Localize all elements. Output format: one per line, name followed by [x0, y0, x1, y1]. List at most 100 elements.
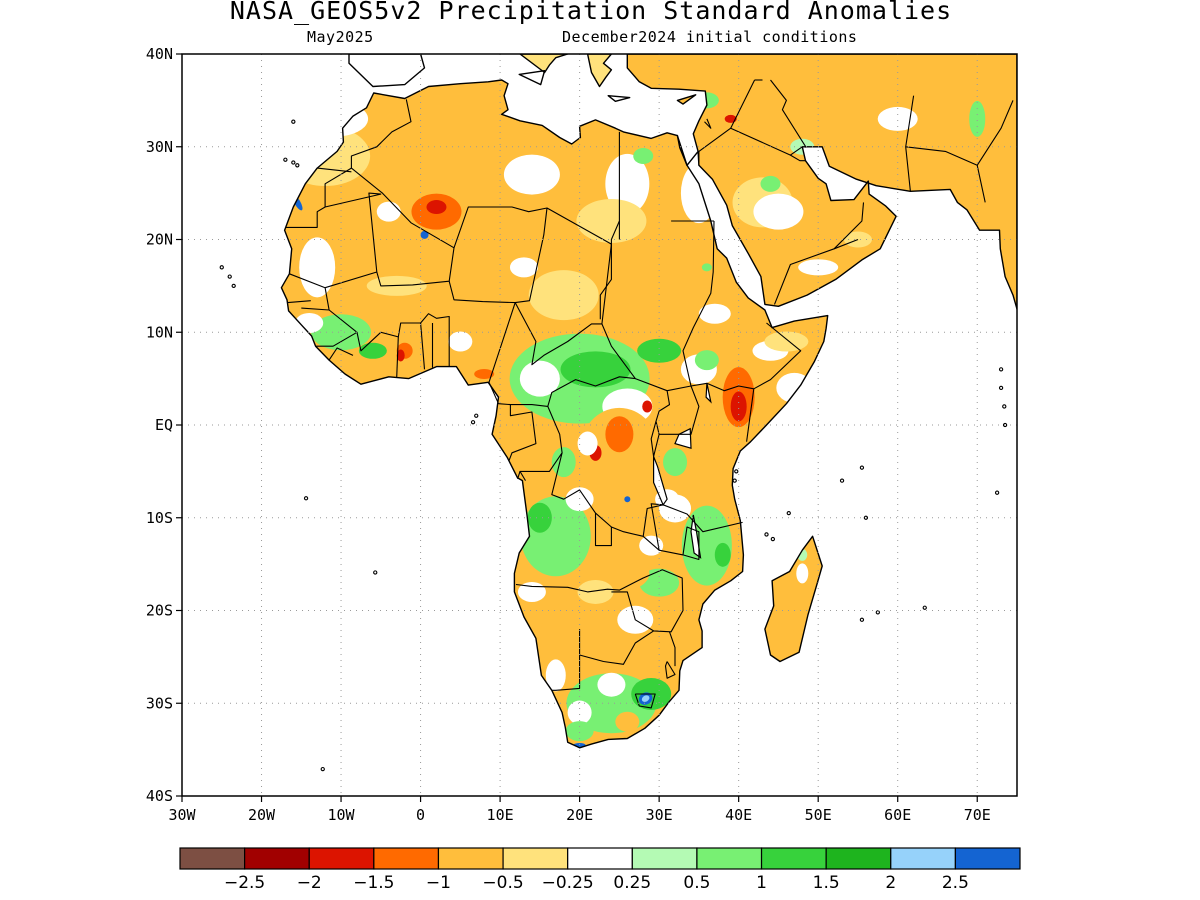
colorbar-label: 1.5: [813, 873, 840, 893]
initial-conditions: December2024 initial conditions: [562, 28, 858, 46]
border: [315, 331, 358, 347]
colorbar-label: −2: [297, 873, 322, 893]
lat-tick-label: 20N: [146, 231, 173, 249]
colorbar-label: −0.25: [542, 873, 594, 893]
border: [595, 512, 612, 528]
colorbar-swatch: [954, 847, 1021, 870]
white-patch: [605, 153, 650, 214]
border: [833, 238, 859, 250]
border: [690, 322, 802, 392]
border: [634, 693, 656, 709]
border: [662, 504, 743, 533]
light-patch: [577, 579, 614, 604]
horn-green: [742, 459, 767, 484]
white-patch: [503, 154, 560, 195]
east-green: [714, 542, 731, 567]
lon-tick-label: 10W: [328, 806, 356, 824]
border: [317, 167, 352, 173]
blue-patch: [420, 230, 429, 239]
arabia-green: [923, 206, 936, 217]
colorbar: −2.5 −2 −1.5 −1 −0.5 −0.25 0.25 0.5 1 1.5 2 2.5: [179, 847, 1021, 893]
island: [291, 160, 296, 165]
border: [668, 631, 676, 667]
colorbar-label: −1: [426, 873, 451, 893]
coastlines: [219, 54, 1017, 772]
italy-land: [520, 54, 568, 73]
border: [704, 118, 712, 129]
border: [790, 154, 806, 162]
lon-tick-label: 40E: [725, 806, 752, 824]
colorbar-swatch: [890, 847, 956, 870]
border: [551, 629, 581, 691]
coastline: [764, 535, 823, 663]
coastline: [626, 54, 1017, 310]
island: [734, 469, 739, 474]
colorbar-label: 0.25: [613, 873, 651, 893]
angola-green: [527, 502, 552, 533]
border: [664, 661, 676, 679]
madagascar: [796, 563, 809, 584]
lon-tick-label: 10E: [487, 806, 514, 824]
border: [350, 99, 412, 169]
island: [732, 478, 737, 483]
green-patch: [293, 122, 310, 135]
colorbar-swatch: [437, 847, 504, 870]
white-patch: [565, 487, 594, 512]
white-patch: [577, 431, 598, 456]
island: [231, 283, 236, 289]
white-patch: [597, 672, 626, 697]
greece-land: [587, 54, 612, 87]
horn-white: [776, 372, 813, 403]
lon-tick-label: 60E: [884, 806, 911, 824]
lon-tick-label: 30W: [168, 806, 196, 824]
border: [287, 300, 311, 304]
border: [324, 287, 330, 311]
lake: [705, 383, 712, 404]
sa-green: [565, 721, 594, 742]
island: [770, 536, 776, 542]
chart-title: NASA_GEOS5v2 Precipitation Standard Anom…: [229, 0, 953, 25]
island: [303, 496, 309, 501]
lon-tick-label: 20W: [248, 806, 276, 824]
border: [658, 526, 700, 561]
colorbar-swatch: [567, 847, 633, 870]
light-patch: [576, 198, 647, 243]
lon-tick-label: 70E: [964, 806, 991, 824]
congo-dry: [605, 416, 634, 453]
border: [515, 569, 684, 633]
island: [839, 478, 845, 483]
border: [698, 79, 756, 166]
colorbar-label: −0.5: [482, 873, 523, 893]
island: [859, 617, 865, 622]
border: [301, 307, 330, 311]
very-dry-patch: [396, 349, 405, 362]
coastline: [280, 79, 829, 749]
border: [289, 192, 382, 289]
island: [373, 570, 378, 575]
light-patch: [764, 331, 809, 352]
blue-patch: [624, 496, 631, 503]
island: [764, 532, 769, 537]
island: [998, 385, 1004, 391]
colorbar-label: 0.5: [683, 873, 710, 893]
colorbar-label: −1.5: [353, 873, 394, 893]
colorbar-label: 2.5: [942, 873, 969, 893]
border: [579, 630, 654, 665]
colorbar-swatch: [373, 847, 440, 870]
border: [498, 376, 636, 407]
white-patch: [519, 360, 560, 397]
gridlines: [182, 54, 1017, 796]
lat-tick-label: 20S: [146, 602, 173, 620]
border: [376, 247, 455, 287]
island: [859, 465, 865, 470]
colorbar-swatch: [760, 847, 827, 870]
border: [905, 146, 986, 203]
lat-tick-label: 30S: [146, 694, 173, 712]
border: [351, 131, 620, 249]
white-patch: [509, 257, 538, 278]
island: [470, 420, 476, 425]
green-patch: [701, 263, 712, 272]
wet-band: [358, 342, 387, 359]
colorbar-swatch: [825, 847, 892, 870]
island: [474, 413, 479, 418]
